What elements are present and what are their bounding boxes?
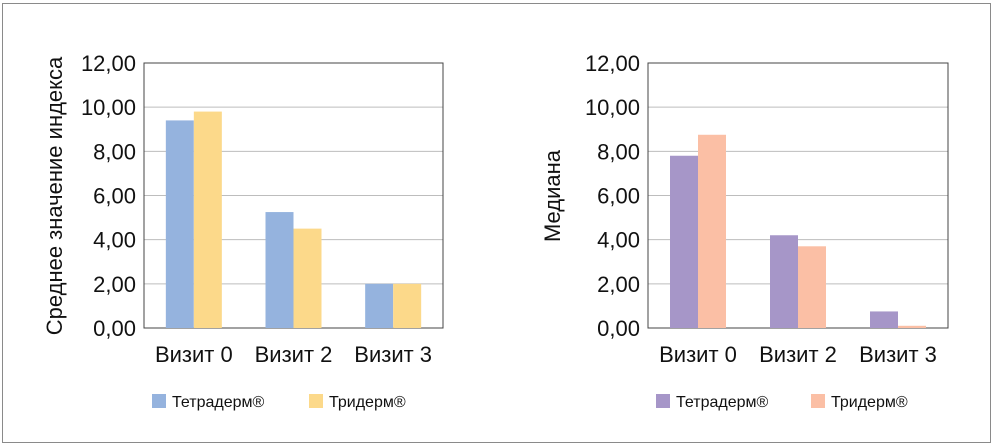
chart2-bar-1-1 [670, 155, 698, 328]
chart2-bar-2-2 [798, 246, 826, 328]
chart1-bar-1-3 [365, 283, 394, 328]
chart1-bar-2-1 [193, 111, 222, 328]
chart2-plot: 0,00 2,00 4,00 6,00 8,00 10,00 12,00 Визит 0 Виз… [585, 51, 949, 411]
chart1-y-tick-label: 12,00 [81, 51, 136, 76]
chart2-legend-label-2: Тридерм® [831, 394, 908, 411]
chart1-y-tick-label: 2,00 [93, 272, 136, 297]
chart1-y-tick-label: 10,00 [81, 95, 136, 120]
chart1-bar-1-1 [165, 120, 194, 329]
chart2-bar-1-2 [770, 235, 798, 328]
chart2-bar-2-3 [898, 325, 926, 328]
chart1-bar-1-2 [265, 212, 294, 328]
chart2-x-tick-label: Визит 3 [859, 342, 937, 367]
chart2-y-tick-label: 2,00 [597, 272, 640, 297]
chart2-y-tick-label: 10,00 [585, 95, 640, 120]
chart1-legend-label-2: Тридерм® [329, 394, 406, 411]
chart1-x-tick-label: Визит 3 [354, 342, 432, 367]
chart2-y-tick-label: 8,00 [597, 139, 640, 164]
chart2-x-tick-label: Визит 2 [759, 342, 837, 367]
chart2-bar-2-1 [698, 134, 726, 328]
chart2-y-tick-label: 0,00 [597, 316, 640, 341]
chart2-y-tick-label: 6,00 [597, 184, 640, 209]
chart1-y-axis-label: Среднее значение индекса [42, 56, 67, 335]
chart2-y-tick-label: 12,00 [585, 51, 640, 76]
chart1-bar-2-3 [393, 283, 422, 328]
chart2-legend-label-1: Тетрадерм® [676, 394, 769, 411]
chart1-x-tick-label: Визит 2 [255, 342, 333, 367]
chart1-x-tick-label: Визит 0 [155, 342, 233, 367]
chart2-y-axis-label: Медиана [540, 149, 565, 242]
chart1-legend-swatch-2 [309, 394, 323, 408]
chart1-y-tick-label: 4,00 [93, 228, 136, 253]
chart2-bar-1-3 [870, 311, 898, 328]
chart2-legend-swatch-2 [811, 394, 825, 408]
chart1-y-tick-label: 6,00 [93, 184, 136, 209]
chart1-plot: 0,00 2,00 4,00 6,00 8,00 10,00 12,00 Визит 0 Виз… [81, 51, 444, 411]
chart1-legend-swatch-1 [152, 394, 166, 408]
chart2-x-tick-label: Визит 0 [659, 342, 737, 367]
chart1-y-tick-label: 8,00 [93, 139, 136, 164]
chart2-legend-swatch-1 [656, 394, 670, 408]
chart1-bar-2-2 [293, 228, 322, 328]
chart1-y-tick-label: 0,00 [93, 316, 136, 341]
chart1-legend-label-1: Тетрадерм® [172, 394, 265, 411]
chart2-y-tick-label: 4,00 [597, 228, 640, 253]
